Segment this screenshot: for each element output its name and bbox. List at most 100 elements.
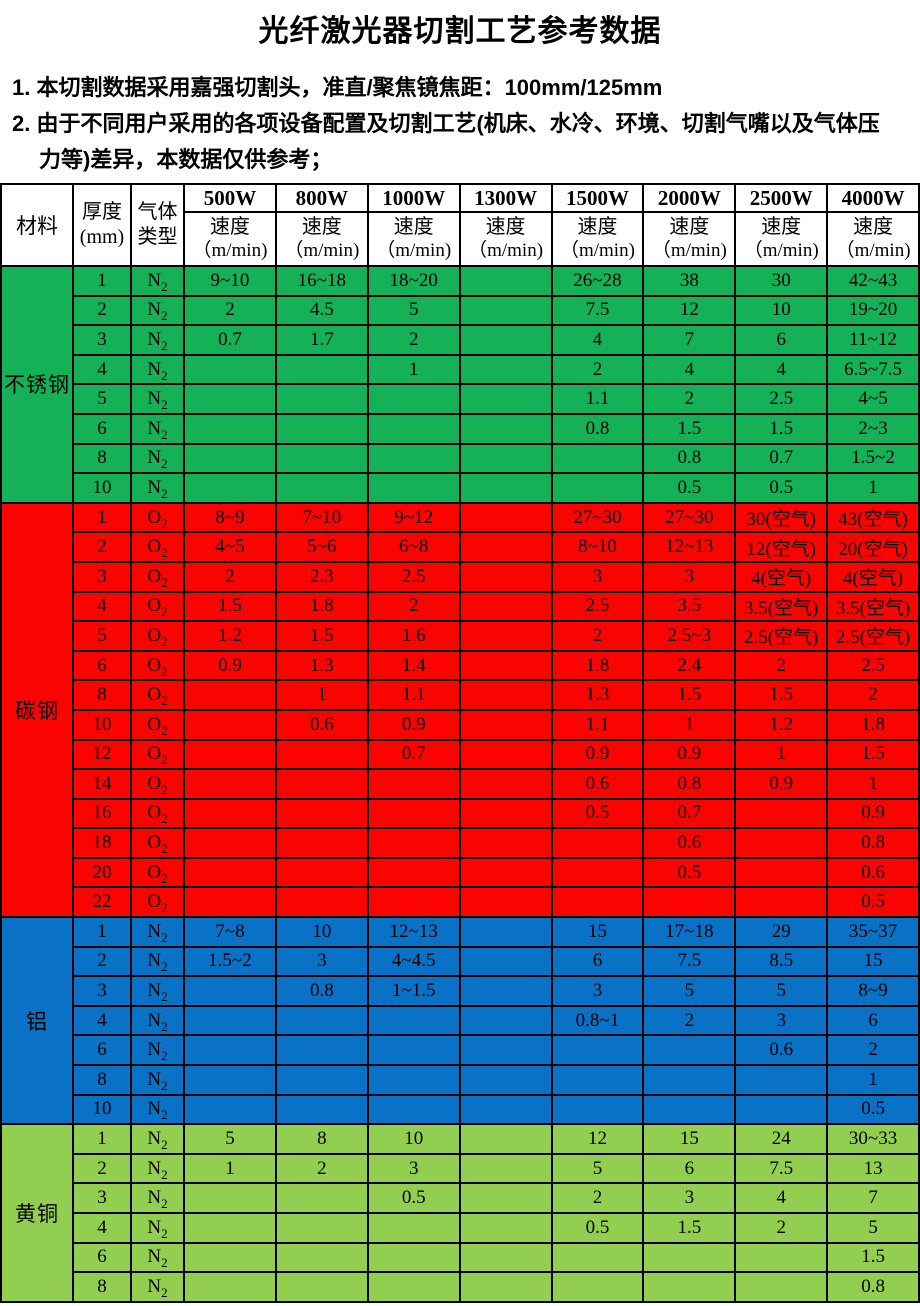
- speed-cell: [458, 1182, 553, 1214]
- thickness-cell: 2: [72, 1152, 132, 1185]
- speed-cell: 2: [183, 294, 277, 327]
- speed-cell: 1: [734, 738, 829, 771]
- thickness-cell: 1: [72, 1123, 132, 1155]
- speed-label: 速度: [485, 216, 526, 238]
- speed-cell: 29: [734, 916, 829, 948]
- gas-subscript: 2: [161, 515, 168, 531]
- speed-cell: 0.9: [642, 738, 737, 771]
- table-row: 18 O2 0.6 0.8: [1, 827, 920, 859]
- table-row: 3 N2 0.5 2 3 4 7: [1, 1182, 920, 1214]
- thickness-cell: 18: [72, 827, 132, 859]
- gas-subscript: 2: [161, 1048, 168, 1064]
- header-speed-2000w: 速度 （m/min): [642, 211, 737, 267]
- gas-subscript: 2: [161, 396, 168, 412]
- speed-cell: [458, 1064, 553, 1096]
- speed-cell: 24: [734, 1123, 829, 1155]
- gas-cell: N2: [130, 353, 185, 386]
- speed-cell: 6: [734, 324, 829, 356]
- thickness-cell: 6: [72, 412, 132, 445]
- speed-cell: 1.8: [826, 708, 920, 741]
- speed-cell: 2: [734, 649, 829, 682]
- speed-cell: 1.1: [550, 383, 645, 415]
- speed-cell: [458, 827, 553, 859]
- table-row: 6 N2 1.5: [1, 1241, 920, 1274]
- thickness-cell: 8: [72, 1064, 132, 1096]
- speed-cell: 2.3: [274, 560, 369, 593]
- speed-cell: 5: [366, 294, 461, 327]
- header-material: 材料: [0, 183, 74, 267]
- table-row: 2 N2 1 2 3 5 6 7.5 13: [1, 1152, 920, 1185]
- speed-cell: [274, 768, 369, 800]
- table-row: 4 N2 0.8~1 2 3 6: [1, 1004, 920, 1037]
- gas-subscript: 2: [161, 722, 168, 738]
- cutting-data-table: 材料 厚度 (mm) 气体 类型 500W 800W 1000W 1300W 1500W…: [0, 183, 920, 1303]
- table-row: 22 O2 0.5: [1, 886, 920, 919]
- table-row: 20 O2 0.5 0.6: [1, 856, 920, 889]
- thickness-cell: 3: [72, 975, 132, 1007]
- speed-cell: [458, 649, 553, 682]
- speed-cell: [366, 1034, 461, 1067]
- gas-cell: N2: [130, 975, 185, 1007]
- speed-cell: 2: [366, 324, 461, 356]
- speed-cell: [183, 768, 277, 800]
- speed-cell: 3: [734, 1004, 829, 1037]
- speed-cell: 2.5: [366, 560, 461, 593]
- gas-subscript: 2: [161, 1107, 168, 1123]
- speed-cell: 7~10: [274, 501, 369, 534]
- speed-cell: [366, 472, 461, 504]
- speed-cell: [366, 886, 461, 919]
- speed-cell: 5: [183, 1123, 277, 1155]
- gas-cell: O2: [130, 797, 185, 830]
- speed-cell: [183, 797, 277, 830]
- thickness-cell: 12: [72, 738, 132, 771]
- gas-subscript: 2: [161, 663, 168, 679]
- note-1: 1. 本切割数据采用嘉强切割头，准直/聚焦镜焦距：100mm/125mm: [12, 75, 663, 100]
- speed-cell: [183, 1034, 277, 1067]
- header-speed-2500w: 速度 （m/min): [734, 211, 829, 267]
- speed-cell: 1.8: [274, 590, 369, 623]
- speed-cell: 18~20: [366, 265, 461, 297]
- speed-cell: [458, 501, 553, 534]
- speed-cell: [458, 620, 553, 652]
- thickness-cell: 3: [72, 1182, 132, 1214]
- speed-cell: [550, 886, 645, 919]
- gas-cell: N2: [130, 1271, 185, 1303]
- speed-cell: [274, 472, 369, 504]
- speed-cell: [458, 945, 553, 978]
- speed-cell: 2: [826, 1034, 920, 1067]
- speed-cell: 12: [642, 294, 737, 327]
- gas-subscript: 2: [161, 426, 168, 442]
- speed-cell: 1.5: [274, 620, 369, 652]
- speed-cell: 0.8: [274, 975, 369, 1007]
- thickness-cell: 5: [72, 620, 132, 652]
- speed-cell: 4~5: [826, 383, 920, 415]
- speed-cell: 1.5~2: [826, 442, 920, 475]
- speed-cell: 3: [550, 560, 645, 593]
- table-row: 8 N2 0.8 0.7 1.5~2: [1, 442, 920, 475]
- speed-cell: [458, 294, 553, 327]
- speed-cell: 7: [826, 1182, 920, 1214]
- table-row: 5 N2 1.1 2 2.5 4~5: [1, 383, 920, 415]
- speed-cell: 43(空气): [826, 501, 920, 534]
- gas-cell: N2: [130, 265, 185, 297]
- speed-cell: 1.5: [642, 412, 737, 445]
- header-speed-1300w: 速度 （m/min): [458, 211, 553, 267]
- header-speed-1500w: 速度 （m/min): [550, 211, 645, 267]
- speed-cell: [366, 768, 461, 800]
- gas-cell: N2: [130, 412, 185, 445]
- speed-cell: 5: [550, 1152, 645, 1185]
- table-row: 8 O2 1 1.1 1.3 1.5 1.5 2: [1, 679, 920, 711]
- thickness-cell: 10: [72, 1093, 132, 1126]
- table-row: 8 N2 0.8: [1, 1271, 920, 1303]
- speed-cell: [183, 708, 277, 741]
- gas-subscript: 2: [161, 811, 168, 827]
- speed-cell: [642, 1271, 737, 1303]
- gas-subscript: 2: [161, 959, 168, 975]
- speed-cell: 0.8: [550, 412, 645, 445]
- speed-cell: 0.9: [734, 768, 829, 800]
- speed-cell: [366, 1064, 461, 1096]
- header-speed-500w: 速度 （m/min): [183, 211, 277, 267]
- gas-subscript: 2: [161, 1166, 168, 1182]
- table-row: 2 O2 4~5 5~6 6~8 8~10 12~13 12(空气) 20(空气): [1, 531, 920, 563]
- thickness-cell: 2: [72, 294, 132, 327]
